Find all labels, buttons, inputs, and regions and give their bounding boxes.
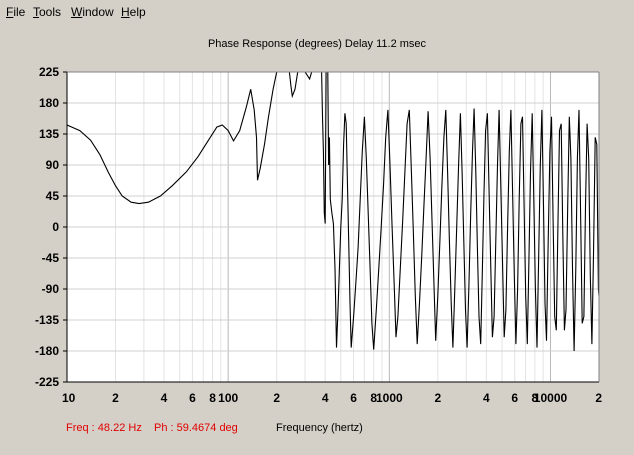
x-tick-label: 8 [370,391,377,405]
y-tick-label: -180 [35,344,59,358]
y-tick-label: 225 [39,65,59,79]
x-tick-label: 2 [434,391,441,405]
menu-tools-label-rest: ools [39,5,62,19]
x-tick-label: 4 [483,391,490,405]
x-tick-label: 10 [62,391,76,405]
x-tick-label: 6 [189,391,196,405]
x-tick-label: 8 [532,391,539,405]
menu-bar: File Tools Window Help [0,0,634,22]
x-tick-label: 2 [273,391,280,405]
x-tick-label: 2 [112,391,119,405]
x-tick-label: 4 [322,391,329,405]
x-tick-label: 10000 [534,391,568,405]
menu-help[interactable]: Help [121,5,146,19]
menu-tools[interactable]: Tools [33,5,61,19]
menu-tools-mnemonic: T [33,5,39,19]
y-tick-label: -45 [42,251,60,265]
y-tick-label: 45 [46,189,60,203]
x-tick-label: 8 [209,391,216,405]
y-tick-label: 135 [39,127,59,141]
x-tick-label: 100 [218,391,238,405]
phase-readout: Ph : 59.4674 deg [154,422,238,434]
frequency-readout: Freq : 48.22 Hz [66,422,142,434]
x-axis-label: Frequency (hertz) [276,422,363,434]
y-tick-label: -135 [35,313,59,327]
y-tick-label: 180 [39,96,59,110]
menu-window-mnemonic: W [71,5,83,19]
phase-series-line [67,72,599,352]
menu-file[interactable]: File [6,5,25,19]
x-tick-label: 6 [350,391,357,405]
x-tick-label: 1000 [376,391,403,405]
x-tick-label: 4 [161,391,168,405]
x-tick-label: 6 [511,391,518,405]
y-tick-label: -90 [42,282,60,296]
menu-help-mnemonic: H [121,5,130,19]
menu-help-label-rest: elp [129,5,146,19]
y-tick-label: -225 [35,375,59,389]
menu-file-mnemonic: F [6,5,14,19]
menu-window[interactable]: Window [71,5,114,19]
y-tick-label: 0 [52,220,59,234]
chart-title: Phase Response (degrees) Delay 11.2 msec [207,38,427,50]
y-tick-label: 90 [46,158,60,172]
menu-file-label-rest: ile [13,5,26,19]
menu-window-label-rest: indow [82,5,114,19]
x-tick-label: 2 [595,391,602,405]
